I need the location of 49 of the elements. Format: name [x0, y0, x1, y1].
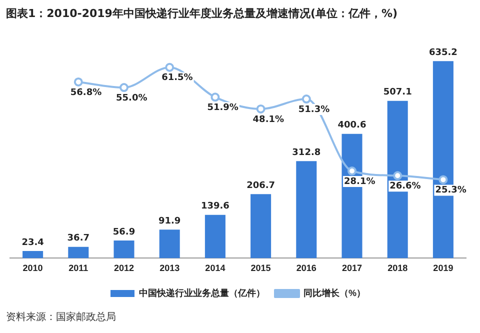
data-label: 36.7 [67, 234, 90, 244]
data-label: 48.1% [252, 114, 284, 125]
data-label: 139.6 [200, 202, 230, 212]
x-tick-label: 2017 [342, 263, 362, 274]
data-label: 91.9 [158, 216, 181, 227]
data-label: 56.9 [112, 227, 136, 238]
x-tick-label: 2019 [433, 263, 454, 274]
point [256, 104, 266, 114]
point [74, 77, 83, 86]
data-label: 56.8% [70, 88, 102, 98]
point [438, 175, 448, 184]
point [393, 171, 402, 180]
x-tick-label: 2016 [296, 263, 316, 274]
x-tick-label: 2011 [68, 263, 88, 274]
data-label: 507.1 [383, 88, 412, 98]
bar [114, 240, 134, 258]
bar [250, 194, 272, 258]
data-label: 23.4 [22, 238, 44, 248]
bar [68, 246, 89, 258]
data-label: 26.6% [390, 182, 421, 192]
data-label: 25.3% [435, 186, 466, 196]
legend-label: 中国快递行业业务总量（亿件） [139, 288, 265, 298]
legend-label: 同比增长（%） [304, 288, 366, 298]
x-tick-label: 2014 [205, 263, 226, 274]
data-label: 312.8 [292, 148, 321, 158]
data-label: 51.3% [298, 104, 330, 115]
x-tick-label: 2015 [250, 263, 271, 274]
x-tick-label: 2012 [114, 263, 134, 274]
bar [296, 161, 317, 258]
bar [204, 214, 226, 258]
point [210, 92, 220, 102]
data-label: 61.5% [162, 73, 193, 84]
chart-title: 图表1：2010-2019年中国快递行业年度业务总量及增速情况(单位：亿件，%) [5, 6, 399, 22]
data-label: 635.2 [428, 48, 458, 58]
data-label: 206.7 [246, 180, 276, 191]
x-tick-label: 2013 [160, 263, 180, 274]
x-tick-label: 2010 [22, 263, 43, 274]
x-tick-label: 2018 [388, 263, 408, 274]
data-label: 51.9% [207, 103, 238, 114]
point [165, 62, 174, 72]
point [120, 83, 128, 92]
bar [159, 230, 180, 258]
text: 资料来源：国家邮政总局 [5, 310, 117, 325]
bar [22, 250, 44, 258]
data-label: 28.1% [344, 176, 376, 187]
data-label: 55.0% [116, 93, 148, 104]
point [348, 166, 356, 176]
data-label: 400.6 [338, 120, 366, 131]
point [302, 94, 311, 104]
